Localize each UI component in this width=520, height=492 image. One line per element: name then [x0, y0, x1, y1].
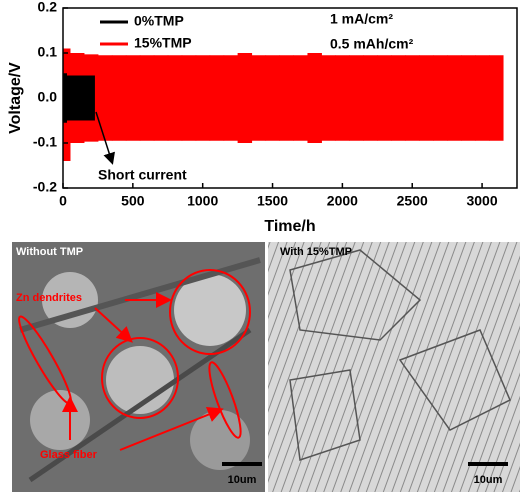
y-tick-label: -0.2 — [33, 179, 57, 195]
voltage-range — [391, 55, 406, 141]
voltage-range — [433, 55, 448, 141]
grain-boundary — [289, 249, 511, 462]
voltage-range — [447, 55, 462, 141]
voltage-range — [73, 75, 81, 121]
voltage-range — [167, 55, 183, 141]
y-tick-label: -0.1 — [33, 134, 57, 150]
voltage-range — [125, 55, 141, 141]
circle — [101, 337, 179, 419]
x-axis-label: Time/h — [264, 218, 315, 235]
voltage-range — [321, 55, 336, 141]
arrow — [119, 407, 224, 451]
voltage-range — [461, 55, 476, 141]
scale-label: 10um — [228, 474, 257, 486]
sem-right: With 15%TMP 10um — [268, 242, 520, 492]
legend-label: 15%TMP — [134, 35, 192, 51]
voltage-range — [181, 55, 197, 141]
label: Glass fiber — [40, 449, 98, 461]
crystal — [174, 274, 246, 346]
scale-label: 10um — [474, 474, 503, 486]
voltage-range — [87, 75, 95, 121]
x-tick-label: 1500 — [257, 193, 288, 209]
crystal — [30, 390, 90, 450]
voltage-range — [111, 55, 127, 141]
fiber — [28, 327, 252, 483]
voltage-range — [279, 55, 294, 141]
y-tick-label: 0.1 — [38, 44, 58, 60]
y-tick-label: 0.2 — [38, 0, 58, 15]
voltage-range — [195, 55, 211, 141]
x-tick-label: 1000 — [187, 193, 218, 209]
sem-left: Without TMP Zn dendrites Glass fiber 10u… — [12, 242, 265, 492]
voltage-range — [475, 55, 490, 141]
arrow — [94, 307, 133, 343]
x-tick-label: 2500 — [397, 193, 428, 209]
voltage-range — [335, 55, 350, 141]
voltage-range — [80, 75, 88, 121]
x-tick-label: 0 — [59, 193, 67, 209]
crystal — [190, 410, 250, 470]
annotation: Short current — [98, 167, 187, 183]
voltage-range — [66, 75, 74, 121]
label: Zn dendrites — [16, 292, 82, 304]
voltage-range — [97, 55, 113, 141]
voltage-range — [363, 55, 378, 141]
voltage-range — [293, 55, 308, 141]
voltage-range — [223, 55, 239, 141]
voltage-range — [377, 55, 392, 141]
circle — [208, 361, 242, 439]
image-title: Without TMP — [16, 246, 83, 258]
annotation-arrow — [95, 111, 115, 165]
crystal — [106, 346, 174, 414]
voltage-range — [251, 55, 267, 141]
voltage-range — [139, 55, 155, 141]
voltage-range — [405, 55, 420, 141]
image — [268, 242, 520, 492]
voltage-range — [209, 55, 225, 141]
voltage-range — [419, 55, 434, 141]
image-title: With 15%TMP — [280, 246, 352, 258]
voltage-range — [265, 55, 281, 141]
legend-label: 0%TMP — [134, 13, 184, 29]
chart: 0.2 0.1 0.0 -0.1 -0.20 500 1000 1500 2000 2500 300… — [7, 0, 518, 235]
y-tick-label: 0.0 — [38, 89, 58, 105]
voltage-range — [307, 53, 322, 143]
voltage-range — [349, 55, 364, 141]
voltage-range — [489, 55, 504, 141]
y-axis-label: Voltage/V — [7, 62, 24, 134]
x-tick-label: 2000 — [327, 193, 358, 209]
circle — [169, 269, 251, 355]
x-tick-label: 3000 — [466, 193, 497, 209]
voltage-range — [153, 55, 169, 141]
voltage-range — [237, 53, 253, 143]
x-tick-label: 500 — [121, 193, 145, 209]
annotation: 0.5 mAh/cm² — [330, 36, 414, 52]
annotation: 1 mA/cm² — [330, 11, 393, 27]
